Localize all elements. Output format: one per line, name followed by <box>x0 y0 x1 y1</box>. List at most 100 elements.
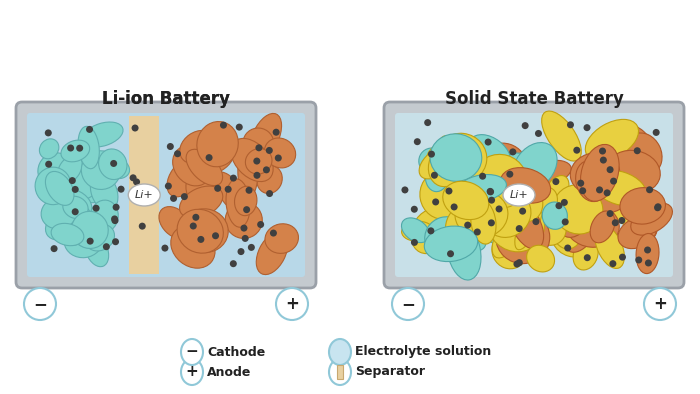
Ellipse shape <box>206 132 235 167</box>
Circle shape <box>225 186 232 193</box>
Ellipse shape <box>226 179 250 227</box>
Circle shape <box>555 202 562 209</box>
Circle shape <box>220 122 227 129</box>
Ellipse shape <box>171 226 215 268</box>
Circle shape <box>50 245 57 252</box>
Circle shape <box>612 219 619 226</box>
Circle shape <box>599 147 606 154</box>
Ellipse shape <box>636 234 659 273</box>
Circle shape <box>506 171 513 178</box>
Circle shape <box>535 130 542 137</box>
Ellipse shape <box>434 142 466 193</box>
Text: −: − <box>186 344 198 359</box>
Circle shape <box>206 154 213 161</box>
Ellipse shape <box>66 165 92 192</box>
Circle shape <box>230 175 237 182</box>
Circle shape <box>162 245 169 252</box>
Ellipse shape <box>529 191 575 221</box>
Ellipse shape <box>78 180 107 203</box>
Text: +: + <box>285 295 299 313</box>
Ellipse shape <box>215 172 246 213</box>
Ellipse shape <box>573 239 598 270</box>
FancyBboxPatch shape <box>130 116 159 274</box>
Circle shape <box>634 147 640 154</box>
Ellipse shape <box>246 149 272 174</box>
Ellipse shape <box>197 121 238 167</box>
Circle shape <box>92 205 99 212</box>
Ellipse shape <box>402 218 430 243</box>
Ellipse shape <box>492 232 527 269</box>
Circle shape <box>263 166 270 173</box>
Circle shape <box>69 177 76 184</box>
Text: +: + <box>653 295 667 313</box>
Ellipse shape <box>265 224 298 253</box>
Text: Li+: Li+ <box>135 190 153 200</box>
Circle shape <box>516 225 523 232</box>
Ellipse shape <box>542 202 568 229</box>
Circle shape <box>133 178 140 186</box>
Ellipse shape <box>430 134 482 181</box>
Ellipse shape <box>631 203 673 235</box>
Circle shape <box>564 245 571 251</box>
Ellipse shape <box>181 339 203 365</box>
Circle shape <box>618 217 625 224</box>
Ellipse shape <box>443 181 489 219</box>
Circle shape <box>212 232 219 239</box>
Ellipse shape <box>620 188 666 224</box>
Circle shape <box>645 260 652 266</box>
Circle shape <box>464 221 471 229</box>
Circle shape <box>474 229 481 236</box>
Circle shape <box>654 203 661 210</box>
Ellipse shape <box>496 211 550 264</box>
Ellipse shape <box>329 339 351 365</box>
Circle shape <box>197 236 204 243</box>
Circle shape <box>246 187 253 194</box>
Circle shape <box>165 182 172 190</box>
Ellipse shape <box>38 153 74 189</box>
Ellipse shape <box>595 225 624 268</box>
Ellipse shape <box>435 133 486 183</box>
Circle shape <box>401 186 408 193</box>
Circle shape <box>607 210 614 217</box>
Circle shape <box>132 125 139 132</box>
Ellipse shape <box>589 147 631 188</box>
Circle shape <box>111 216 118 223</box>
Ellipse shape <box>50 180 83 210</box>
Ellipse shape <box>128 184 160 206</box>
Circle shape <box>635 256 642 264</box>
Circle shape <box>619 254 626 260</box>
Ellipse shape <box>447 223 481 280</box>
Ellipse shape <box>57 155 82 184</box>
Circle shape <box>71 186 78 193</box>
Ellipse shape <box>553 185 603 234</box>
Ellipse shape <box>524 203 552 239</box>
Ellipse shape <box>473 154 527 208</box>
Circle shape <box>522 122 528 129</box>
FancyBboxPatch shape <box>337 365 343 379</box>
Ellipse shape <box>63 196 88 219</box>
Ellipse shape <box>177 209 223 253</box>
Circle shape <box>411 239 418 246</box>
Ellipse shape <box>71 211 108 249</box>
Circle shape <box>193 214 200 221</box>
Ellipse shape <box>585 119 638 161</box>
Text: Electrolyte solution: Electrolyte solution <box>355 346 491 359</box>
Circle shape <box>579 187 586 194</box>
Ellipse shape <box>514 199 543 250</box>
FancyBboxPatch shape <box>16 102 316 288</box>
Circle shape <box>214 185 221 192</box>
Ellipse shape <box>419 147 454 179</box>
Ellipse shape <box>173 146 211 186</box>
Circle shape <box>181 193 188 200</box>
Circle shape <box>230 260 237 267</box>
Ellipse shape <box>603 174 647 226</box>
Ellipse shape <box>566 204 620 247</box>
Ellipse shape <box>428 161 466 206</box>
Circle shape <box>256 144 262 151</box>
Ellipse shape <box>575 161 607 202</box>
Ellipse shape <box>590 211 615 243</box>
Circle shape <box>414 138 421 145</box>
Ellipse shape <box>424 170 466 198</box>
Circle shape <box>174 150 181 157</box>
Ellipse shape <box>72 228 103 248</box>
